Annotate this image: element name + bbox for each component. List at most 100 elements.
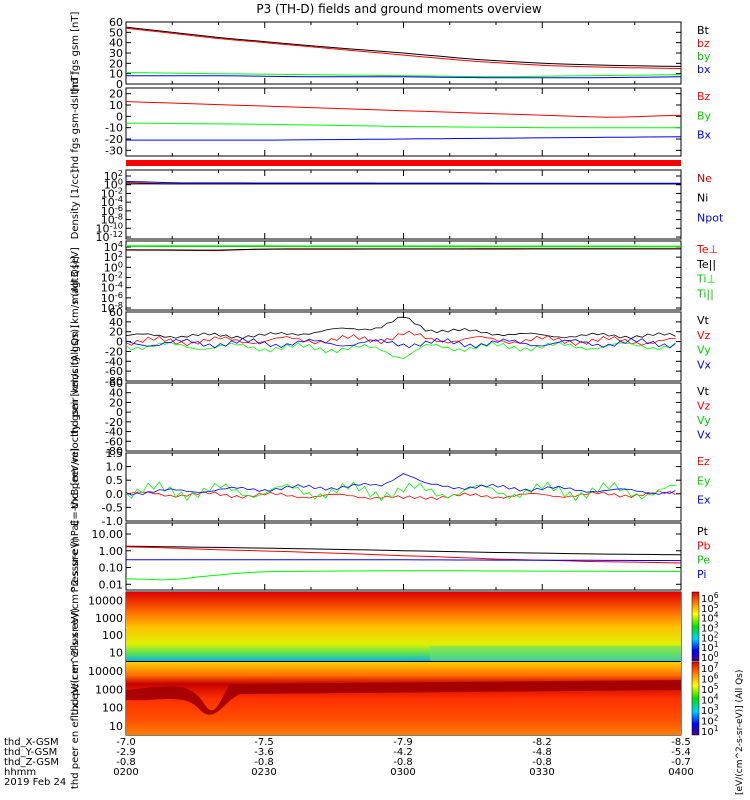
y-tick-label: 60: [109, 16, 123, 29]
y-tick-label: 10: [109, 646, 123, 659]
legend-Te||: Te||: [696, 258, 716, 271]
ephem-value: -0.8: [254, 757, 274, 768]
ephem-value: -5.4: [671, 747, 691, 758]
y-tick-label: 10: [109, 99, 123, 112]
y-axis-label: thd fgs gsm [nT]: [70, 12, 81, 95]
y-tick-label: 10: [109, 68, 123, 81]
legend-Ne: Ne: [697, 172, 712, 185]
series-Vz: [125, 330, 676, 347]
y-tick-label: -30: [105, 144, 123, 157]
y-tick-label: 50: [109, 26, 123, 39]
y-axis-label: thd peir velocity gsm [km/s (All Qs)]: [70, 256, 81, 437]
series-Ey: [125, 481, 676, 502]
figure-title: P3 (TH-D) fields and ground moments over…: [256, 2, 541, 16]
colorbar-tick: 101: [701, 724, 719, 738]
panel-frame: [125, 452, 682, 522]
ephem-value: 0300: [390, 767, 415, 778]
y-tick-label: -40: [105, 426, 123, 439]
series-bx: [126, 75, 682, 79]
legend-Vt: Vt: [697, 385, 710, 398]
ephem-value: 0330: [529, 767, 554, 778]
y-axis-label: thd fgs gsm-dsl [nT]: [70, 72, 81, 173]
y-tick-label: 0.01: [99, 578, 124, 591]
series-Vx: [125, 337, 676, 349]
y-tick-label: 10000: [88, 595, 123, 608]
colorbar-tick-labels: 1061051041031021011001071061051041031021…: [701, 591, 719, 738]
legend-Pi: Pi: [697, 568, 706, 581]
ephem-value: -0.7: [671, 757, 691, 768]
ephem-value: -7.9: [393, 737, 413, 748]
y-tick-label: 20: [109, 88, 123, 101]
ephem-value: 0400: [668, 767, 693, 778]
series-Npot: [125, 181, 681, 184]
spectrogram-layer: [126, 592, 681, 735]
peer-colorbar: [691, 661, 700, 736]
legend-Vz: Vz: [697, 400, 711, 413]
panel-frame: [125, 240, 682, 311]
y-axis-label: thd peir en eflux eV/(cm^2-s-sr-eV): [70, 538, 81, 716]
y-tick-label: 0: [116, 336, 123, 349]
ephem-value: -4.8: [532, 747, 552, 758]
y-tick-label: -20: [105, 416, 123, 429]
series-bz: [125, 27, 682, 69]
y-tick-label: 40: [109, 387, 123, 400]
y-tick-label: -40: [105, 355, 123, 368]
y-tick-label: -1.0: [102, 515, 123, 528]
legend-Pb: Pb: [697, 539, 711, 552]
legend-Vy: Vy: [697, 414, 711, 427]
legend-Ey: Ey: [697, 474, 711, 487]
panel-efield: -1.0-0.50.00.51.01.5 E=-VxB [mV/m] Ez Ey Ex: [70, 447, 711, 528]
ephem-row-label: thd_X-GSM: [4, 737, 59, 748]
y-tick-label: 20: [109, 326, 123, 339]
legend-Npot: Npot: [697, 211, 724, 224]
series-Ez: [125, 490, 676, 501]
y-tick-label: 60: [109, 377, 123, 390]
series-Vt: [125, 316, 676, 339]
y-tick-label: 30: [109, 47, 123, 60]
y-tick-label: 10: [109, 720, 123, 733]
ephem-value: -0.8: [116, 757, 136, 768]
ephem-row-label: hhmm: [4, 767, 36, 778]
ephem-value: -4.2: [393, 747, 413, 758]
ephem-value: -7.5: [254, 737, 274, 748]
y-tick-label: 10000: [88, 665, 123, 678]
state-bar: [126, 160, 681, 166]
legend-bz: bz: [697, 37, 710, 50]
y-tick-label: -0.5: [102, 501, 123, 514]
y-tick-label: 20: [109, 396, 123, 409]
panel-frame: [125, 382, 682, 452]
legend-Pt: Pt: [697, 525, 709, 538]
panel-frame: [125, 311, 682, 382]
y-tick-label: 20: [109, 57, 123, 70]
ephem-value: 0200: [113, 767, 138, 778]
ephem-value: -0.8: [532, 757, 552, 768]
y-tick-label: 10.00: [92, 528, 124, 541]
series-Pb: [125, 546, 682, 564]
series-Te||: [125, 248, 682, 251]
peer-spectrogram-image: [126, 662, 681, 735]
legend-Bt: Bt: [697, 24, 710, 37]
legend-Ti||: Ti||: [696, 287, 714, 300]
y-tick-label: 100: [102, 702, 123, 715]
y-tick-label: 40: [109, 37, 123, 50]
y-tick-label: 0.5: [106, 474, 124, 487]
panel-density: 10210010-210-410-610-810-1010-12Density …: [70, 168, 724, 244]
panel-frame: [125, 87, 682, 157]
legend-Pe: Pe: [697, 554, 710, 567]
legend-Te⊥: Te⊥: [696, 243, 718, 256]
y-tick-label: -60: [105, 365, 123, 378]
series-By: [125, 122, 681, 129]
y-axis-label: Pressure [nPa]: [70, 521, 81, 593]
legend-Vz: Vz: [697, 329, 711, 342]
y-tick-label: 0.0: [106, 488, 124, 501]
y-axis-label: magt3 [eV]: [70, 247, 81, 304]
ephem-value: -2.9: [116, 747, 136, 758]
y-tick-label: -80: [105, 445, 123, 458]
